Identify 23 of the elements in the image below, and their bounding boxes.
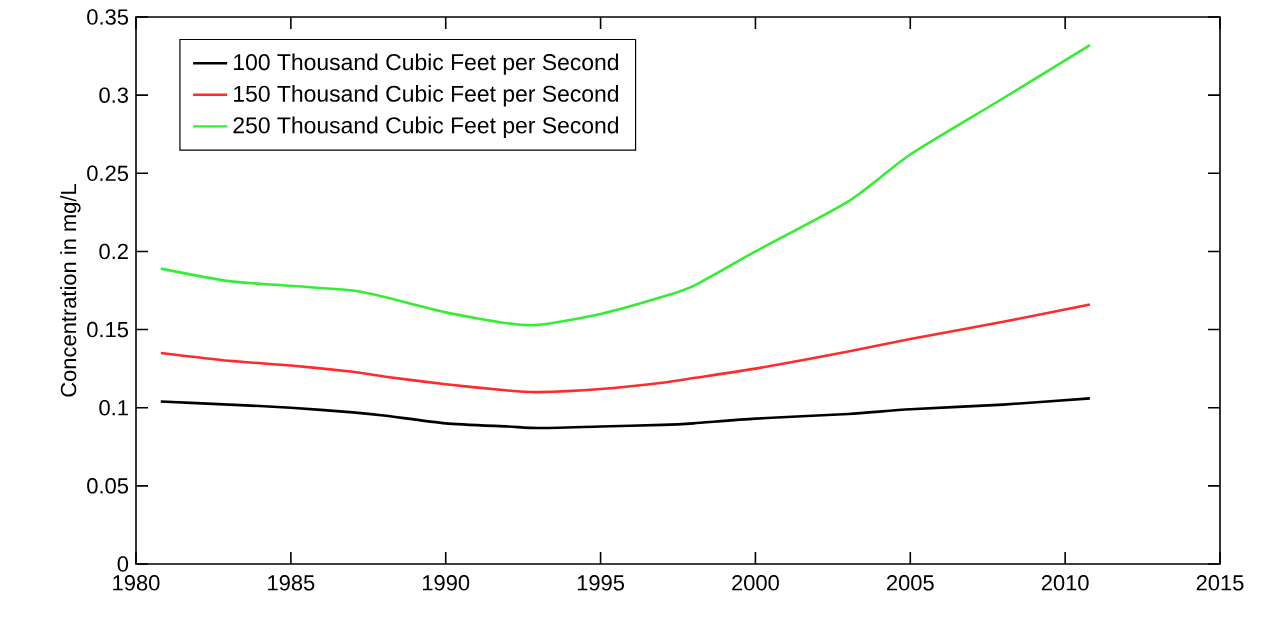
x-tick-label: 2005 <box>887 575 934 591</box>
line-series <box>159 397 1092 430</box>
legend-label: 250 Thousand Cubic Feet per Second <box>233 116 619 138</box>
legend-label: 100 Thousand Cubic Feet per Second <box>234 53 619 75</box>
x-tick-label: 1995 <box>577 575 624 591</box>
y-tick-label: 0.35 <box>87 9 129 25</box>
x-tick-label: 2015 <box>1196 575 1244 591</box>
x-tick-label: 2010 <box>1041 575 1089 591</box>
y-tick-label: 0.05 <box>87 478 129 494</box>
x-tick-label: 1990 <box>422 575 470 591</box>
y-tick-label: 0.2 <box>99 243 128 260</box>
legend-label: 150 Thousand Cubic Feet per Second <box>234 85 619 107</box>
line-series <box>159 43 1092 327</box>
y-tick-label: 0.15 <box>87 321 129 338</box>
y-axis-title: Concentration in mg/L <box>60 184 81 397</box>
x-tick-label: 2000 <box>732 575 779 591</box>
y-tick-label: 0.1 <box>99 399 128 416</box>
x-tick-label: 1985 <box>268 575 315 591</box>
line-series <box>159 303 1092 394</box>
y-tick-label: 0.25 <box>87 165 129 182</box>
y-tick-label: 0 <box>117 556 129 572</box>
y-tick-label: 0.3 <box>99 87 128 103</box>
x-tick-label: 1980 <box>113 575 160 591</box>
